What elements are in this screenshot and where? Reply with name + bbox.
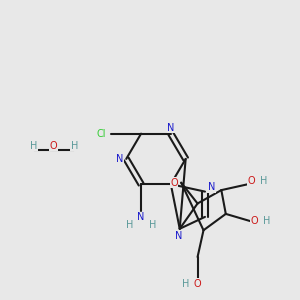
Text: O: O (251, 216, 258, 226)
Text: H: H (126, 220, 134, 230)
Text: N: N (116, 154, 123, 164)
Text: O: O (170, 178, 178, 188)
Text: N: N (137, 212, 145, 223)
Text: H: H (70, 140, 78, 151)
Text: N: N (175, 231, 182, 241)
Text: H: H (30, 140, 38, 151)
Text: H: H (260, 176, 267, 186)
Text: N: N (167, 123, 175, 133)
Text: O: O (50, 140, 57, 151)
Text: H: H (149, 220, 156, 230)
Text: H: H (182, 279, 189, 289)
Text: H: H (263, 216, 270, 226)
Text: O: O (194, 279, 201, 289)
Text: O: O (248, 176, 256, 186)
Text: N: N (208, 182, 215, 192)
Text: Cl: Cl (96, 129, 106, 139)
